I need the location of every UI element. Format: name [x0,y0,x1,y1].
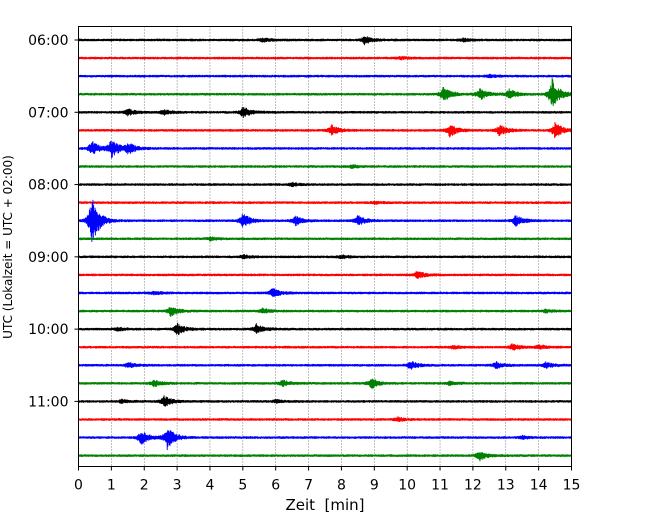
x-tick-label: 9 [370,478,379,494]
vertical-grid [111,26,539,467]
x-tick-label: 2 [140,478,149,494]
x-tick-label: 1 [107,478,116,494]
trace-group [78,36,572,462]
trace-1145 [78,452,572,462]
x-tick-label: 13 [497,478,515,494]
y-tick-label: 09:00 [28,250,68,266]
trace-0645 [78,77,572,107]
trace-1115 [78,416,572,423]
x-tick-label: 10 [398,478,416,494]
x-tick-label: 15 [563,478,581,494]
trace-1130 [78,430,572,451]
trace-1000 [78,322,572,336]
plot-frame [78,26,572,467]
y-tick-label: 06:00 [28,33,68,49]
y-axis-title: UTC (Lokalzeit = UTC + 02:00) [1,155,15,339]
y-tick-label: 07:00 [28,105,68,121]
y-tick-label: 08:00 [28,178,68,194]
trace-0815 [78,200,572,206]
x-tick-label: 8 [337,478,346,494]
trace-0615 [78,55,572,61]
trace-0945 [78,307,572,318]
trace-0630 [78,73,572,79]
trace-0930 [78,287,572,298]
x-tick-label: 12 [464,478,482,494]
x-tick-label: 7 [304,478,313,494]
trace-0845 [78,236,572,242]
x-tick-label: 3 [173,478,182,494]
x-tick-label: 0 [74,478,83,494]
trace-0800 [78,181,572,188]
trace-0730 [78,140,572,159]
y-tick-label: 11:00 [28,394,68,410]
x-tick-label: 6 [271,478,280,494]
trace-1030 [78,360,572,370]
trace-0715 [78,121,572,139]
trace-1100 [78,395,572,407]
y-tick-label: 10:00 [28,322,68,338]
y-axis: 06:00 07:00 08:00 09:00 10:00 11:00 [28,33,79,410]
x-axis: 0 1 2 3 4 5 6 7 8 9 10 11 12 13 14 15 [74,466,581,494]
trace-0745 [78,164,572,169]
x-tick-label: 4 [206,478,215,494]
trace-0700 [78,106,572,119]
trace-0900 [78,253,572,260]
trace-0830 [78,199,572,242]
x-axis-title: Zeit [min] [285,496,364,514]
x-tick-label: 11 [431,478,449,494]
trace-0915 [78,270,572,280]
trace-1015 [78,343,572,351]
x-tick-label: 14 [530,478,548,494]
x-tick-label: 5 [238,478,247,494]
trace-0600 [78,36,572,46]
trace-1045 [78,378,572,389]
